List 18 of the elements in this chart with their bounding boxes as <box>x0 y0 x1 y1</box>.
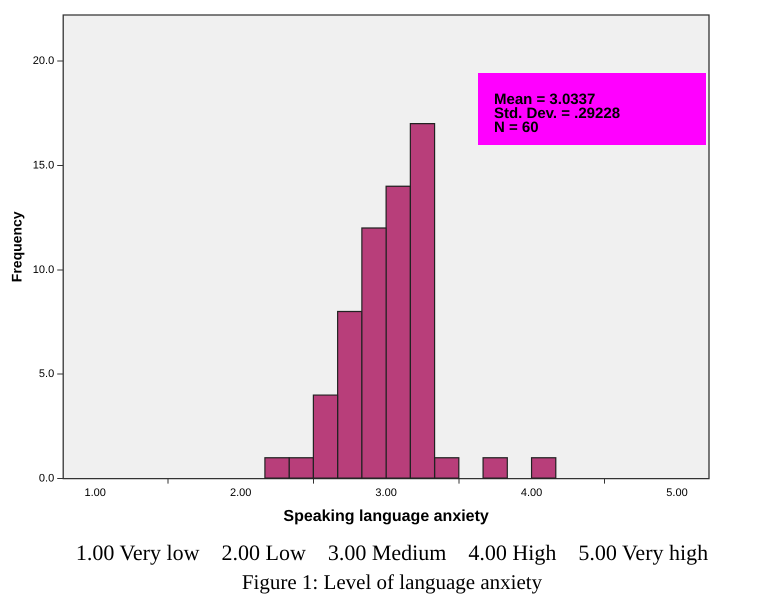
x-tick-label: 1.00 <box>84 487 106 500</box>
annotation: Mean = 3.0337 <box>494 91 596 108</box>
x-tick-label: 4.00 <box>520 487 542 500</box>
annotation: N = 60 <box>494 119 540 136</box>
stats-box: Mean = 3.0337 Std. Dev. = .29228 N = 60 <box>478 73 706 145</box>
annotation: Std. Dev. = .29228 <box>494 105 622 122</box>
x-tick-label: 5.00 <box>666 487 688 500</box>
y-tick-label: 0.0 <box>38 472 54 485</box>
y-axis-title: Frequency <box>8 211 24 282</box>
x-tick-label: 3.00 <box>375 487 397 500</box>
x-axis-title: Speaking language anxiety <box>283 508 489 525</box>
text: 1.00 Very low 2.00 Low 3.00 Medium 4.00 High 5.00 Very high <box>74 540 710 566</box>
y-tick-label: 10.0 <box>32 264 54 276</box>
caption: Figure 1: Level of language anxiety <box>240 570 544 595</box>
y-tick-label: 20.0 <box>32 54 54 67</box>
y-tick-label: 15.0 <box>32 159 54 172</box>
x-tick-label: 2.00 <box>230 487 252 500</box>
y-tick-label: 5.0 <box>38 368 54 380</box>
